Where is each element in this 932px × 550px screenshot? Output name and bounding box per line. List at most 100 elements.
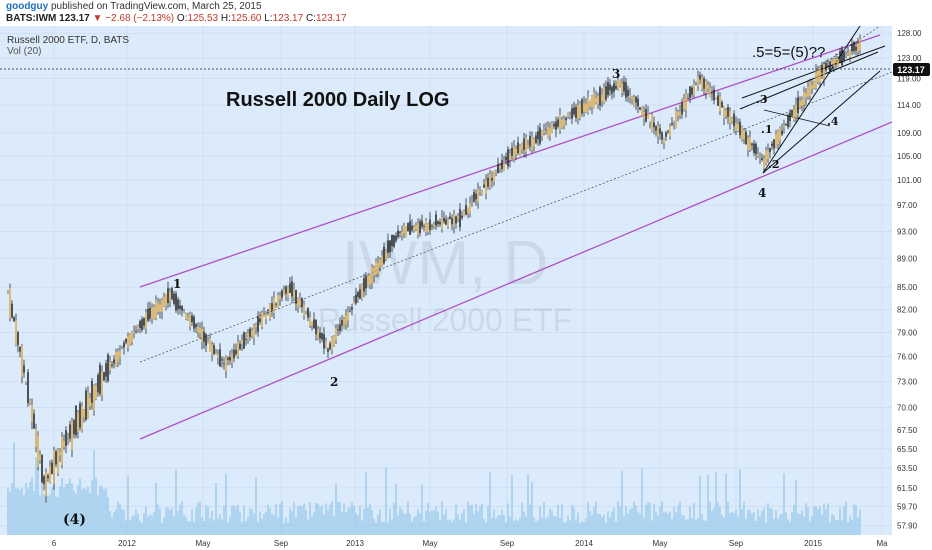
candle-body	[787, 115, 789, 128]
candle-body	[731, 117, 733, 122]
publish-text: published on TradingView.com, March 25, …	[51, 1, 262, 12]
candle-body	[433, 224, 435, 227]
volume-bar	[143, 513, 145, 535]
volume-bar	[273, 514, 275, 535]
volume-bar	[123, 509, 125, 535]
candle-body	[487, 177, 489, 187]
volume-bar	[553, 515, 555, 535]
candle-body	[127, 336, 129, 348]
candle-body	[157, 302, 159, 312]
volume-bar	[281, 501, 283, 535]
volume-bar	[535, 521, 537, 535]
volume-bar	[351, 501, 353, 535]
volume-bar	[375, 522, 377, 535]
candle-body	[563, 119, 565, 127]
volume-bar	[853, 503, 855, 535]
volume-bar	[721, 514, 723, 535]
volume-bar	[681, 514, 683, 535]
symbol-label[interactable]: BATS:IWM	[6, 13, 57, 24]
wedge-lower	[762, 70, 881, 174]
wave-label-2: 2	[330, 375, 338, 389]
candle-body	[301, 298, 303, 308]
candle-body	[389, 240, 391, 253]
candle-body	[343, 318, 345, 329]
volume-bar	[227, 522, 229, 535]
candle-body	[439, 221, 441, 225]
volume-bar	[451, 521, 453, 535]
time-tick-label: 2015	[804, 539, 822, 548]
time-axis[interactable]: 6 2012 May Sep 2013 May Sep 2014 May Sep 2015 Ma	[0, 535, 892, 550]
candle-body	[531, 136, 533, 151]
volume-bar	[57, 497, 59, 535]
candle-body	[311, 321, 313, 326]
volume-bar	[583, 521, 585, 535]
candle-body	[319, 332, 321, 339]
candle-body	[261, 312, 263, 327]
candle-body	[827, 65, 829, 67]
candle-body	[129, 333, 131, 345]
candle-body	[667, 131, 669, 133]
candle-body	[541, 131, 543, 137]
plot-area[interactable]	[0, 26, 892, 535]
volume-bar	[37, 461, 39, 535]
volume-bar	[59, 486, 61, 535]
volume-bar	[679, 501, 681, 535]
candle-body	[693, 83, 695, 96]
price-tick-label: 79.00	[897, 329, 918, 338]
candle-body	[501, 160, 503, 169]
volume-bar	[495, 518, 497, 535]
candle-body	[837, 58, 839, 67]
volume-bar	[129, 519, 131, 535]
volume-bar	[769, 508, 771, 535]
volume-bar	[723, 517, 725, 535]
volume-bar	[569, 520, 571, 535]
price-chart[interactable]: IWM, D Russell 2000 ETF 128.00 123.00 119.…	[0, 26, 932, 550]
candle-body	[443, 218, 445, 222]
volume-bar	[147, 516, 149, 535]
candle-body	[265, 314, 267, 320]
candle-body	[293, 289, 295, 298]
volume-bar	[683, 515, 685, 535]
candle-body	[425, 220, 427, 233]
volume-bar	[433, 510, 435, 535]
volume-bar	[509, 516, 511, 535]
candle-body	[33, 413, 35, 429]
candle-body	[855, 46, 857, 51]
volume-bar	[13, 442, 15, 535]
volume-bar	[225, 473, 227, 535]
candle-body	[243, 332, 245, 349]
volume-bar	[669, 511, 671, 535]
volume-bar	[693, 503, 695, 535]
candle-body	[191, 315, 193, 323]
candle-body	[413, 226, 415, 231]
candle-body	[593, 92, 595, 109]
volume-bar	[615, 521, 617, 535]
volume-bar	[735, 509, 737, 535]
candle-body	[603, 87, 605, 103]
candle-body	[441, 217, 443, 230]
candle-body	[763, 158, 765, 169]
candle-body	[841, 48, 843, 66]
volume-bar	[117, 501, 119, 535]
volume-bar	[293, 502, 295, 535]
candle-body	[297, 298, 299, 307]
volume-bar	[675, 512, 677, 535]
candle-body	[705, 81, 707, 93]
volume-bar	[19, 490, 21, 535]
price-axis[interactable]: 128.00 123.00 119.00 114.00 109.00 105.00 101.…	[893, 26, 932, 550]
candle-body	[93, 385, 95, 411]
price-tick-label: 70.00	[897, 404, 918, 413]
volume-bar	[335, 483, 337, 535]
candle-body	[831, 61, 833, 64]
author-link[interactable]: goodguy	[6, 1, 49, 12]
volume-bar	[21, 487, 23, 535]
candle-body	[225, 357, 227, 372]
candle-body	[401, 231, 403, 236]
volume-bar	[555, 516, 557, 535]
candle-body	[765, 150, 767, 164]
candle-body	[61, 436, 63, 465]
volume-bar	[347, 508, 349, 535]
volume-bar	[199, 501, 201, 535]
candle-body	[115, 352, 117, 367]
volume-bar	[461, 513, 463, 535]
